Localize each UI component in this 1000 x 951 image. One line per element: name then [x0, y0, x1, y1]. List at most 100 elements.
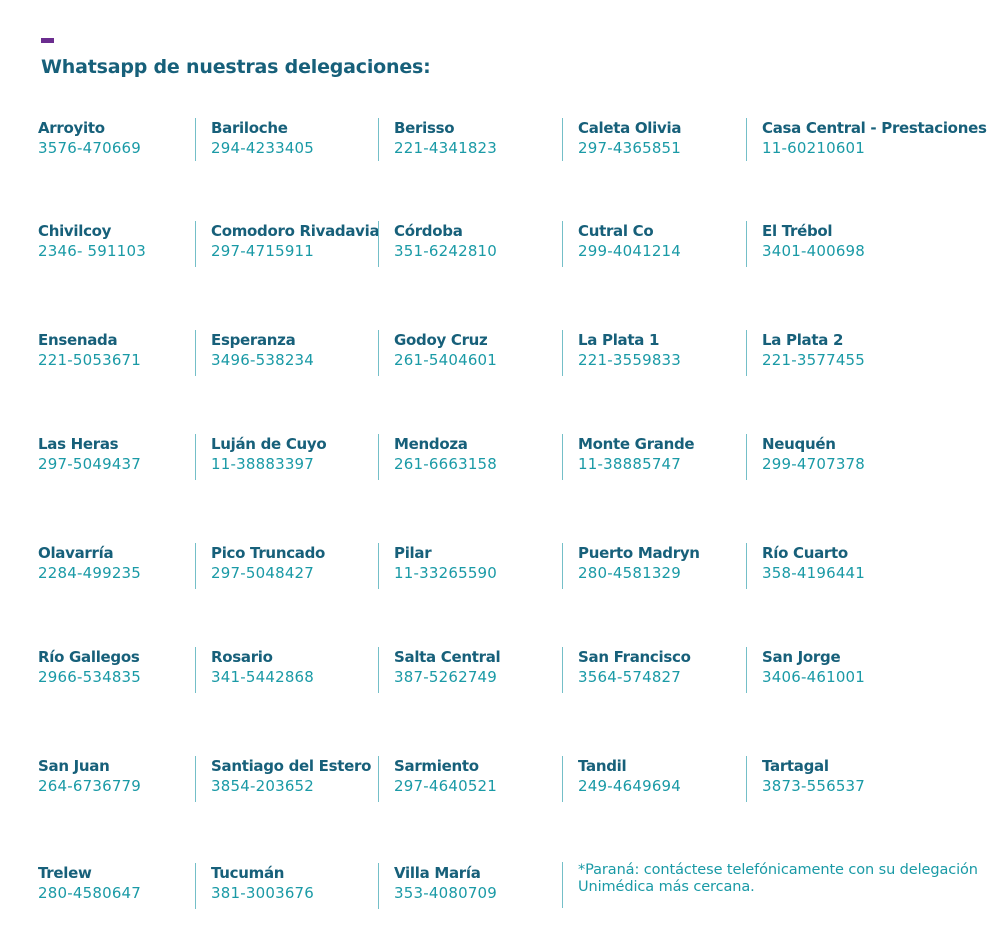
- delegation-name: Casa Central - Prestaciones: [762, 119, 987, 137]
- delegation-phone: 3496-538234: [211, 351, 315, 369]
- delegation-phone: 297-5049437: [38, 455, 142, 473]
- delegation-cell: Trelew 280-4580647: [38, 863, 141, 909]
- delegation-name: Río Cuarto: [762, 544, 848, 562]
- delegation-name: Luján de Cuyo: [211, 435, 327, 453]
- delegation-phone: 351-6242810: [394, 242, 498, 260]
- delegation-name: Río Gallegos: [38, 648, 140, 666]
- delegation-cell: San Francisco 3564-574827: [562, 647, 691, 693]
- delegation-phone: 297-4365851: [578, 139, 682, 157]
- delegation-name: Las Heras: [38, 435, 119, 453]
- delegation-cell: Luján de Cuyo 11-38883397: [195, 434, 327, 480]
- delegation-phone: 299-4707378: [762, 455, 866, 473]
- delegation-phone: 297-4715911: [211, 242, 315, 260]
- delegation-name: San Juan: [38, 757, 110, 775]
- delegation-phone: 11-33265590: [394, 564, 498, 582]
- delegation-cell: San Juan 264-6736779: [38, 756, 141, 802]
- delegation-phone: 3854-203652: [211, 777, 315, 795]
- delegation-name: San Jorge: [762, 648, 841, 666]
- accent-bar: [41, 38, 54, 43]
- delegation-cell: Mendoza 261-6663158: [378, 434, 497, 480]
- delegation-cell: Godoy Cruz 261-5404601: [378, 330, 497, 376]
- delegation-cell: Arroyito 3576-470669: [38, 118, 141, 161]
- delegation-name: Olavarría: [38, 544, 114, 562]
- delegation-cell: Tandil 249-4649694: [562, 756, 681, 802]
- delegation-cell: Río Gallegos 2966-534835: [38, 647, 141, 693]
- delegation-cell: Berisso 221-4341823: [378, 118, 497, 161]
- delegation-name: Monte Grande: [578, 435, 695, 453]
- delegation-phone: 297-5048427: [211, 564, 315, 582]
- delegation-cell: Pilar 11-33265590: [378, 543, 497, 589]
- delegation-phone: 280-4581329: [578, 564, 682, 582]
- delegation-phone: 297-4640521: [394, 777, 498, 795]
- delegation-name: El Trébol: [762, 222, 833, 240]
- parana-note: *Paraná: contáctese telefónicamente con …: [578, 862, 978, 895]
- delegation-phone: 3564-574827: [578, 668, 682, 686]
- delegation-name: Trelew: [38, 864, 92, 882]
- delegation-phone: 358-4196441: [762, 564, 866, 582]
- delegation-cell: Villa María 353-4080709: [378, 863, 497, 909]
- delegation-name: Cutral Co: [578, 222, 654, 240]
- delegation-cell: Las Heras 297-5049437: [38, 434, 141, 480]
- delegation-phone: 387-5262749: [394, 668, 498, 686]
- delegation-name: Esperanza: [211, 331, 296, 349]
- delegation-name: Caleta Olivia: [578, 119, 682, 137]
- delegation-phone: 3873-556537: [762, 777, 866, 795]
- delegation-cell: Neuquén 299-4707378: [746, 434, 865, 480]
- delegation-cell: Caleta Olivia 297-4365851: [562, 118, 681, 161]
- delegation-name: Puerto Madryn: [578, 544, 700, 562]
- delegation-phone: 2966-534835: [38, 668, 142, 686]
- delegation-phone: 261-6663158: [394, 455, 498, 473]
- delegation-phone: 381-3003676: [211, 884, 315, 902]
- delegation-name: San Francisco: [578, 648, 691, 666]
- delegation-name: Tucumán: [211, 864, 285, 882]
- delegation-name: Mendoza: [394, 435, 468, 453]
- delegation-phone: 3576-470669: [38, 139, 142, 157]
- delegation-name: Chivilcoy: [38, 222, 112, 240]
- delegation-name: Comodoro Rivadavia: [211, 222, 380, 240]
- delegation-cell: Ensenada 221-5053671: [38, 330, 141, 376]
- delegation-cell: Monte Grande 11-38885747: [562, 434, 695, 480]
- delegation-phone: 11-38885747: [578, 455, 682, 473]
- delegation-name: Ensenada: [38, 331, 118, 349]
- delegation-name: La Plata 1: [578, 331, 660, 349]
- delegation-cell: El Trébol 3401-400698: [746, 221, 865, 267]
- delegation-phone: 221-3577455: [762, 351, 866, 369]
- delegation-phone: 221-5053671: [38, 351, 142, 369]
- delegation-cell: Río Cuarto 358-4196441: [746, 543, 865, 589]
- delegation-cell: Bariloche 294-4233405: [195, 118, 314, 161]
- page-title: Whatsapp de nuestras delegaciones:: [41, 56, 431, 78]
- parana-note-cell: *Paraná: contáctese telefónicamente con …: [562, 862, 978, 908]
- delegation-phone: 264-6736779: [38, 777, 142, 795]
- delegation-phone: 11-38883397: [211, 455, 315, 473]
- delegation-name: Bariloche: [211, 119, 288, 137]
- delegation-cell: Chivilcoy 2346- 591103: [38, 221, 146, 267]
- delegation-phone: 261-5404601: [394, 351, 498, 369]
- delegation-name: Berisso: [394, 119, 455, 137]
- delegation-name: Arroyito: [38, 119, 105, 137]
- delegation-cell: Esperanza 3496-538234: [195, 330, 314, 376]
- delegation-cell: Casa Central - Prestaciones 11-60210601: [746, 118, 987, 161]
- delegation-cell: Olavarría 2284-499235: [38, 543, 141, 589]
- delegation-phone: 249-4649694: [578, 777, 682, 795]
- delegation-name: Tartagal: [762, 757, 829, 775]
- delegation-name: Villa María: [394, 864, 481, 882]
- delegation-cell: Rosario 341-5442868: [195, 647, 314, 693]
- delegation-cell: Puerto Madryn 280-4581329: [562, 543, 700, 589]
- delegation-phone: 353-4080709: [394, 884, 498, 902]
- delegation-phone: 221-4341823: [394, 139, 498, 157]
- delegation-cell: Cutral Co 299-4041214: [562, 221, 681, 267]
- delegation-name: Tandil: [578, 757, 627, 775]
- delegation-name: Pico Truncado: [211, 544, 326, 562]
- delegation-cell: Salta Central 387-5262749: [378, 647, 501, 693]
- delegation-name: Salta Central: [394, 648, 501, 666]
- delegation-cell: La Plata 2 221-3577455: [746, 330, 865, 376]
- delegation-phone: 3406-461001: [762, 668, 866, 686]
- delegation-name: Santiago del Estero: [211, 757, 372, 775]
- delegation-cell: Tucumán 381-3003676: [195, 863, 314, 909]
- delegation-cell: Sarmiento 297-4640521: [378, 756, 497, 802]
- delegation-name: Sarmiento: [394, 757, 479, 775]
- delegation-cell: La Plata 1 221-3559833: [562, 330, 681, 376]
- delegation-phone: 221-3559833: [578, 351, 682, 369]
- delegation-phone: 2346- 591103: [38, 242, 147, 260]
- delegation-cell: Santiago del Estero 3854-203652: [195, 756, 371, 802]
